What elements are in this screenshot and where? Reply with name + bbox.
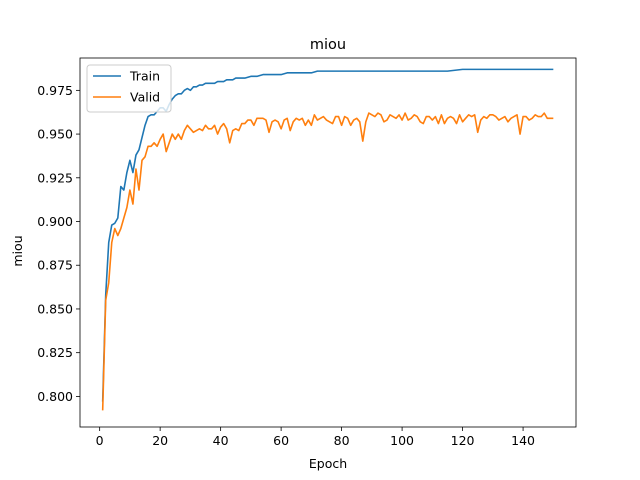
- plot-area: [101, 68, 554, 411]
- x-tick-label: 80: [334, 433, 350, 448]
- y-tick-label: 0.825: [37, 345, 73, 360]
- legend-label-valid: Valid: [130, 90, 160, 105]
- x-axis-label: Epoch: [309, 456, 347, 471]
- x-tick-label: 120: [451, 433, 475, 448]
- y-tick-label: 0.850: [37, 301, 73, 316]
- axes-frame: [79, 57, 577, 428]
- y-tick-label: 0.925: [37, 170, 73, 185]
- x-tick-label: 0: [96, 433, 104, 448]
- x-tick-label: 140: [511, 433, 535, 448]
- x-tick-label: 60: [273, 433, 289, 448]
- y-axis: 0.800 0.825 0.850 0.875 0.900 0.925 0.950 0.975: [37, 83, 80, 404]
- y-tick-label: 0.975: [37, 83, 73, 98]
- y-tick-label: 0.875: [37, 258, 73, 273]
- legend-label-train: Train: [129, 69, 160, 84]
- legend: Train Valid: [86, 64, 172, 113]
- y-axis-label: miou: [10, 235, 25, 266]
- y-tick-label: 0.950: [37, 127, 73, 142]
- x-tick-label: 100: [390, 433, 414, 448]
- y-tick-label: 0.900: [37, 214, 73, 229]
- chart-title: miou: [310, 37, 346, 53]
- x-axis: 0 20 40 60 80 100 120 140: [96, 427, 535, 448]
- series-line-train: [101, 68, 554, 402]
- series-line-valid: [101, 112, 554, 411]
- x-tick-label: 40: [213, 433, 229, 448]
- x-tick-label: 20: [152, 433, 168, 448]
- y-tick-label: 0.800: [37, 389, 73, 404]
